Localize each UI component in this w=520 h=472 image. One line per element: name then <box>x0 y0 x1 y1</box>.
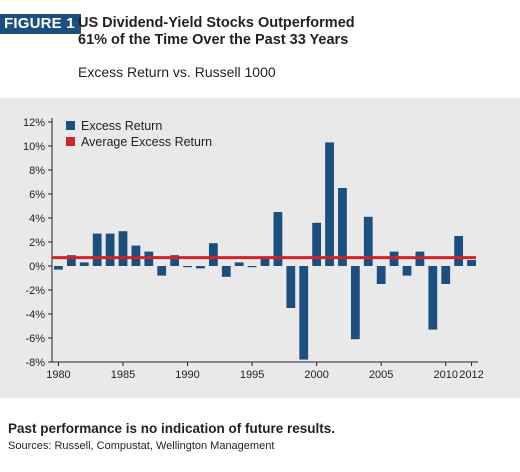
legend-label-average-excess-return: Average Excess Return <box>81 135 212 149</box>
figure-header: FIGURE 1 US Dividend-Yield Stocks Outper… <box>0 11 520 51</box>
y-tick-label: 8% <box>29 165 45 177</box>
y-tick-label: -4% <box>25 309 45 321</box>
x-tick-label: 1990 <box>175 369 199 381</box>
legend-swatch-excess-return <box>66 121 75 130</box>
x-tick-label: 2012 <box>459 369 483 381</box>
x-tick-label: 1980 <box>46 369 70 381</box>
bar-excess-return <box>118 231 128 266</box>
y-tick-label: 2% <box>29 237 45 249</box>
y-tick-label: -6% <box>25 333 45 345</box>
y-tick-label: -2% <box>25 285 45 297</box>
chart-panel: 12% 10% 8% 6% 4% 2% 0% -2% -4% -6% -8% 1980 1985 1990… <box>0 98 520 398</box>
y-tick-label: 0% <box>29 261 45 273</box>
y-tick-label: 10% <box>23 141 45 153</box>
bar-excess-return <box>273 212 283 266</box>
bar-excess-return <box>66 255 76 266</box>
bar-excess-return <box>286 266 296 308</box>
legend-label-excess-return: Excess Return <box>81 119 162 133</box>
x-tick-label: 2005 <box>369 369 393 381</box>
bar-excess-return <box>312 222 322 266</box>
bar-excess-return <box>247 266 257 268</box>
bar-excess-return <box>325 142 334 266</box>
y-tick-label: -8% <box>25 357 45 369</box>
bar-excess-return <box>221 266 231 277</box>
bar-excess-return <box>79 262 89 266</box>
sources-note: Sources: Russell, Compustat, Wellington … <box>8 440 275 452</box>
disclaimer-note: Past performance is no indication of fut… <box>8 421 336 436</box>
bar-excess-return <box>454 236 464 266</box>
bar-excess-return <box>105 233 115 266</box>
y-tick-label: 6% <box>29 189 45 201</box>
x-tick-label: 2000 <box>304 369 328 381</box>
bar-excess-return <box>376 266 386 284</box>
bar-excess-return <box>208 243 218 266</box>
y-tick-label: 12% <box>23 117 45 129</box>
bar-excess-return <box>131 245 141 266</box>
bar-excess-return <box>428 266 438 330</box>
bar-excess-return <box>467 260 476 266</box>
x-tick-label: 1985 <box>111 369 135 381</box>
x-tick-label: 2010 <box>433 369 457 381</box>
legend-swatch-average-excess-return <box>66 137 75 146</box>
bar-excess-return <box>338 188 347 266</box>
figure-title: US Dividend-Yield Stocks Outperformed 61… <box>78 15 355 48</box>
bar-excess-return <box>260 258 270 266</box>
chart-subtitle: Excess Return vs. Russell 1000 <box>78 64 276 80</box>
bar-excess-return <box>234 262 244 266</box>
bar-excess-return <box>363 216 373 266</box>
bar-excess-return <box>170 255 180 266</box>
bar-excess-return <box>157 266 167 276</box>
bar-excess-return <box>402 266 412 276</box>
bar-excess-return <box>54 266 63 270</box>
bar-excess-return <box>196 266 205 269</box>
y-tick-label: 4% <box>29 213 45 225</box>
figure-badge: FIGURE 1 <box>0 14 81 34</box>
bar-excess-return <box>183 266 192 268</box>
bar-excess-return <box>441 266 451 284</box>
bar-chart: 12% 10% 8% 6% 4% 2% 0% -2% -4% -6% -8%1980 1985 1990… <box>23 117 484 381</box>
bar-excess-return <box>92 233 102 266</box>
bar-excess-return <box>350 266 360 340</box>
x-tick-label: 1995 <box>240 369 264 381</box>
bar-excess-return <box>299 266 309 360</box>
